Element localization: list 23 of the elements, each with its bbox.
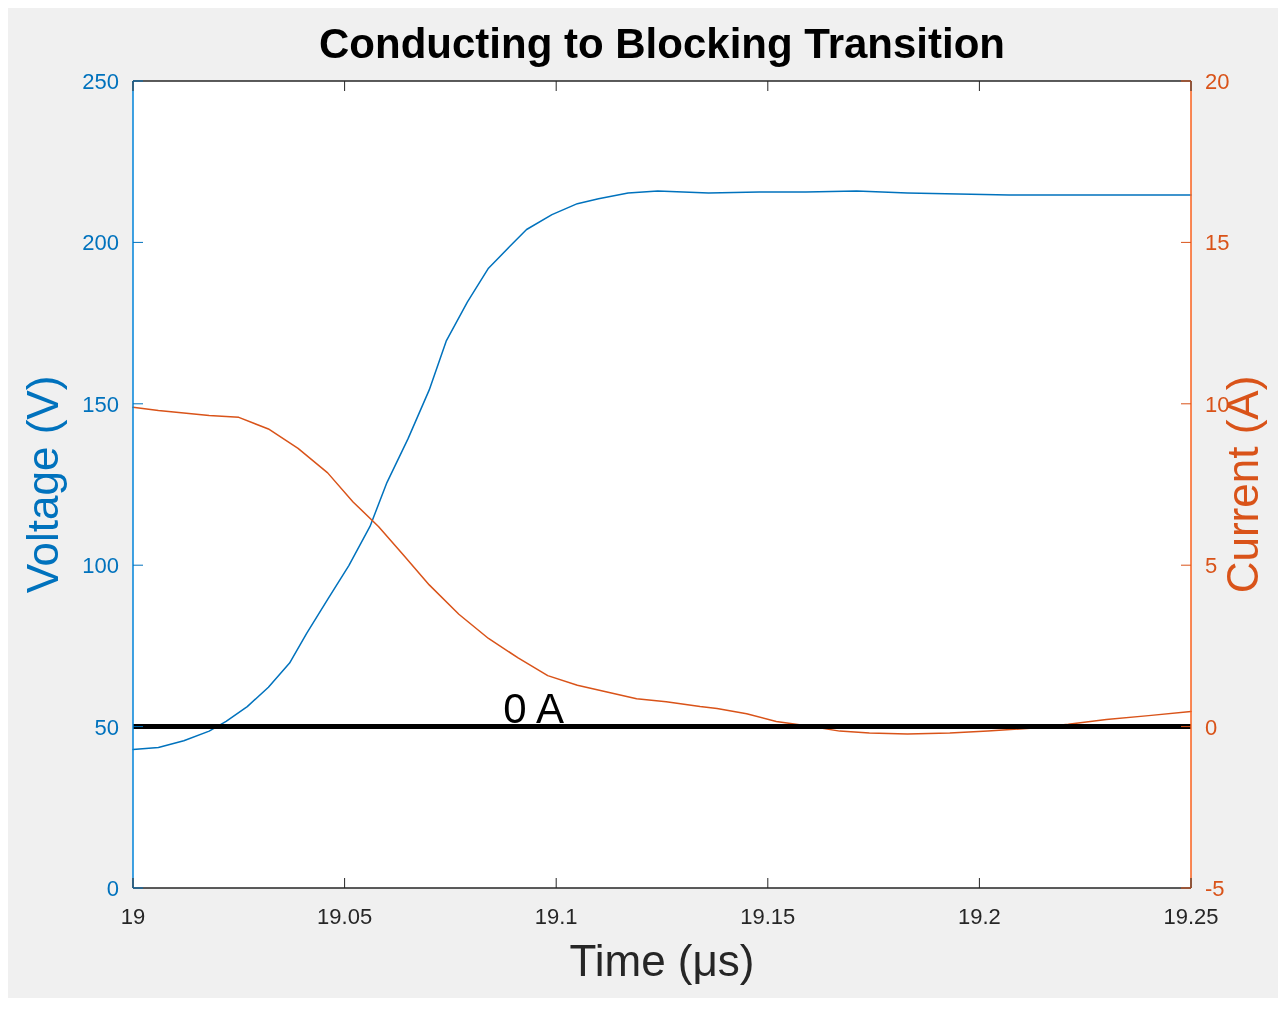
y-axis-title: Voltage (V): [18, 375, 67, 594]
y2-tick-label: 5: [1205, 553, 1218, 579]
line-series: [132, 406, 1192, 735]
line-series: [132, 190, 1192, 751]
y-tick-label: 150: [82, 391, 119, 417]
x-tick-label: 19.05: [317, 904, 373, 929]
x-tick-label: 19.15: [740, 904, 796, 929]
y-tick-label: 250: [82, 69, 119, 94]
x-tick-label: 19: [120, 904, 146, 929]
y-tick-label: 50: [94, 714, 119, 740]
ref-line-label: 0 A: [503, 684, 565, 732]
y2-tick-label: 0: [1205, 714, 1218, 740]
y2-tick-label: -5: [1205, 876, 1225, 901]
y-tick-label: 100: [82, 553, 119, 579]
x-tick-label: 19.1: [534, 904, 578, 929]
x-tick-label: 19.25: [1163, 904, 1219, 929]
x-axis-title: Time (μs): [569, 936, 755, 985]
y2-tick-label: 15: [1205, 230, 1230, 256]
y-tick-label: 0: [106, 876, 119, 901]
y2-tick-label: 20: [1205, 69, 1230, 94]
x-tick-label: 19.2: [957, 904, 1001, 929]
chart-title: Conducting to Blocking Transition: [319, 20, 1005, 67]
y-tick-label: 200: [82, 230, 119, 256]
